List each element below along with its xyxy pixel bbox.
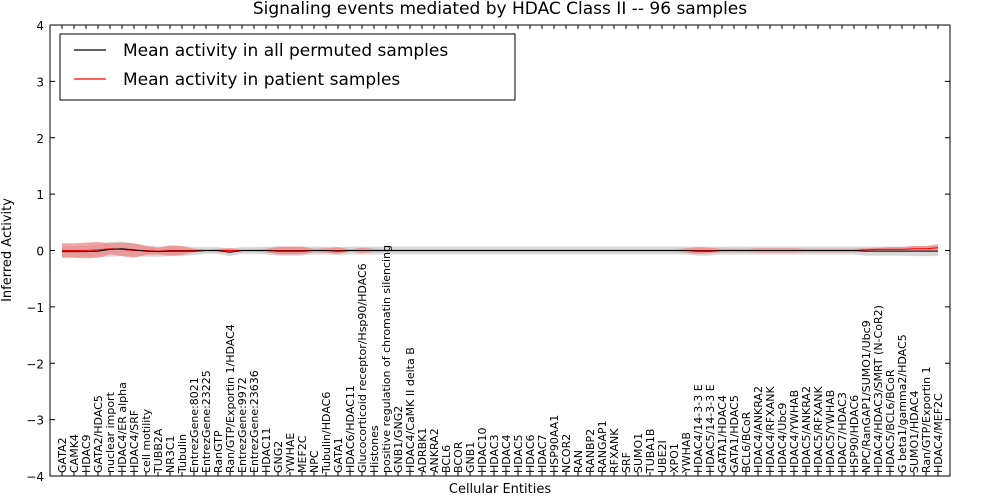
x-category-label: YWHAB <box>680 432 693 474</box>
x-axis-title: Cellular Entities <box>449 482 551 497</box>
x-category-label: HDAC5/RFXANK <box>812 385 825 473</box>
x-category-label: HSP90/HDAC6 <box>848 395 861 473</box>
x-category-label: EntrezGene:23636 <box>248 370 261 473</box>
x-category-label: HDAC6 <box>524 434 537 473</box>
x-category-label: Ran/GTP/Exportin 1 <box>920 366 933 473</box>
x-category-label: HDAC7 <box>536 434 549 473</box>
x-category-label: NPC <box>308 450 321 473</box>
x-category-label: GATA1/HDAC5 <box>728 395 741 473</box>
x-category-label: YWHAE <box>284 433 297 474</box>
x-category-label: NCOR2 <box>560 434 573 473</box>
legend: Mean activity in all permuted samples Me… <box>59 33 516 101</box>
x-category-label: ANKRA2 <box>428 428 441 473</box>
x-category-label: Tubulin <box>176 434 189 474</box>
x-category-label: HDAC5/YWHAB <box>824 390 837 473</box>
x-category-label: TUBB2A <box>152 428 165 474</box>
y-tick-label: 2 <box>36 132 44 146</box>
x-category-label: NPC/RanGAP1/SUMO1/Ubc9 <box>860 320 873 473</box>
x-category-label: HDAC4/MEF2C <box>932 393 945 473</box>
x-category-label: GNG2 <box>272 441 285 473</box>
x-category-label: HSP90AA1 <box>548 415 561 473</box>
x-category-label: CAMK4 <box>68 434 81 473</box>
x-category-label: XPO1 <box>668 443 681 473</box>
legend-label-permuted: Mean activity in all permuted samples <box>123 41 448 61</box>
x-category-label: Tubulin/HDAC6 <box>320 392 333 474</box>
x-category-label: BCOR <box>452 441 465 473</box>
y-tick-label: −2 <box>26 357 44 371</box>
x-category-label: HDAC4/CaMK II delta B <box>404 347 417 473</box>
x-category-label: HDAC10 <box>476 427 489 473</box>
x-category-label: cell motility <box>140 408 153 473</box>
x-category-label: RFXANK <box>608 428 621 473</box>
y-tick-label: 1 <box>36 188 44 202</box>
x-category-label: HDAC4/HDAC3/SMRT (N-CoR2) <box>872 305 885 473</box>
x-category-label: Glucocorticoid receptor/Hsp90/HDAC6 <box>356 263 369 473</box>
x-category-label: HDAC5 <box>512 434 525 473</box>
legend-box <box>59 33 516 101</box>
x-category-label: positive regulation of chromatin silenci… <box>380 245 393 473</box>
x-category-label: RANGAP1 <box>596 420 609 473</box>
x-category-label: SRF <box>620 452 633 473</box>
x-category-label: HDAC4 <box>500 434 513 473</box>
x-category-label: GNB1/GNG2 <box>392 406 405 473</box>
x-category-label: HDAC4/SRF <box>128 410 141 473</box>
x-category-label: SUMO1/HDAC4 <box>908 391 921 473</box>
x-category-label: HDAC9 <box>80 434 93 473</box>
x-category-label: RanGTP <box>212 430 225 473</box>
x-category-label: UBE2I <box>656 440 669 473</box>
x-category-label: GATA1/HDAC4 <box>716 395 729 473</box>
x-category-label: HDAC4/ER alpha <box>116 382 129 473</box>
legend-label-patient: Mean activity in patient samples <box>123 70 400 90</box>
x-category-label: GNB1 <box>464 442 477 473</box>
x-category-label: SUMO1 <box>632 433 645 473</box>
x-category-label: HDAC4/ANKRA2 <box>752 386 765 473</box>
x-category-label: EntrezGene:23225 <box>200 370 213 473</box>
x-category-label: Histones <box>368 425 381 473</box>
x-category-label: HDAC4/Ubc9 <box>776 403 789 473</box>
y-tick-label: −4 <box>26 470 44 484</box>
x-category-label: HDAC4/YWHAB <box>788 390 801 473</box>
x-category-label: EntrezGene:8021 <box>188 377 201 473</box>
x-category-label: RANBP2 <box>584 429 597 473</box>
x-category-label: HDAC4/RFXANK <box>764 385 777 473</box>
x-category-label: RAN <box>572 450 585 473</box>
y-tick-label: 4 <box>36 19 44 33</box>
x-category-label: G beta1/gamma2/HDAC5 <box>896 334 909 473</box>
x-category-label: HDAC7/HDAC3 <box>836 392 849 473</box>
y-axis-title: Inferred Activity <box>0 198 15 302</box>
x-category-label: ADRBK1 <box>416 428 429 473</box>
chart-title: Signaling events mediated by HDAC Class … <box>253 0 747 19</box>
x-category-label: HDAC3 <box>488 434 501 473</box>
series-line-permuted <box>62 248 938 253</box>
x-category-label: GATA2/HDAC5 <box>92 395 105 473</box>
x-category-label: EntrezGene:9972 <box>236 377 249 473</box>
y-tick-label: 0 <box>36 245 44 259</box>
x-category-label: HDAC5/ANKRA2 <box>800 386 813 473</box>
x-category-label: GATA2 <box>56 437 69 473</box>
x-category-label: HDAC5/14-3-3 E <box>704 384 717 473</box>
x-category-label: BCL6 <box>440 445 453 473</box>
x-category-label: nuclear import <box>104 391 117 473</box>
y-tick-label: −3 <box>26 414 44 428</box>
x-category-label: HDAC6/HDAC11 <box>344 385 357 473</box>
x-category-label: HDAC4/14-3-3 E <box>692 384 705 473</box>
x-category-label: NR3C1 <box>164 435 177 473</box>
x-category-label: HDAC5/BCL6/BCoR <box>884 369 897 473</box>
x-category-label: Ran/GTP/Exportin 1/HDAC4 <box>224 324 237 473</box>
x-category-label: TUBA1B <box>644 429 657 474</box>
x-category-label: HDAC11 <box>260 427 273 473</box>
y-tick-label: −1 <box>26 301 44 315</box>
x-category-label: GATA1 <box>332 437 345 473</box>
plot-frame <box>49 24 951 477</box>
x-category-label: MEF2C <box>296 435 309 473</box>
x-category-label: BCL6/BCoR <box>740 411 753 473</box>
y-tick-label: 3 <box>36 75 44 89</box>
